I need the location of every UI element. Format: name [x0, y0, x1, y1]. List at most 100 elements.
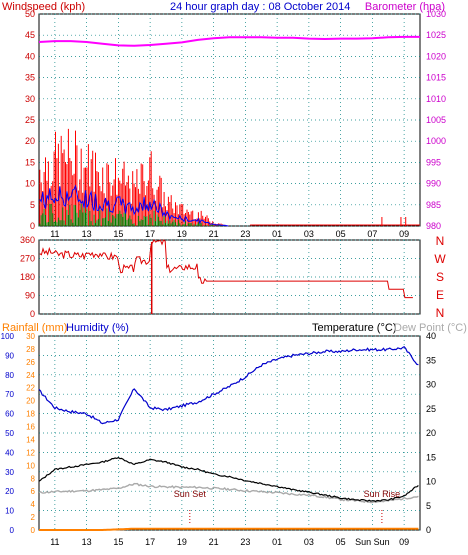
wind-panel	[38, 13, 421, 227]
y-tick-label: 0	[10, 526, 15, 535]
y-tick-label: 15	[25, 157, 35, 167]
y-tick-label: 60	[5, 410, 14, 419]
x-tick-label: 03	[304, 229, 314, 239]
direction-panel	[38, 239, 421, 315]
y-tick-label: 30	[426, 380, 436, 390]
x-tick-label: 17	[145, 537, 155, 547]
x-tick-label: 21	[209, 229, 219, 239]
x-tick-label: 05	[336, 229, 346, 239]
y-tick-label: 5	[30, 200, 35, 210]
sunrise-label: Sun Rise	[364, 489, 401, 499]
y-tick-label: 5	[426, 501, 431, 511]
x-tick-label: 09	[399, 229, 409, 239]
y-tick-label: 0	[30, 221, 35, 231]
y-tick-label: 26	[26, 358, 35, 367]
x-tick-label: 19	[177, 229, 187, 239]
series-line-dew-point	[38, 482, 419, 504]
y-tick-label: 25	[426, 404, 436, 414]
y-tick-label: 985	[426, 200, 441, 210]
y-tick-label: 25	[25, 115, 35, 125]
x-tick-label: 01	[272, 537, 282, 547]
series-line-barometer	[38, 35, 420, 47]
x-tick-label: 13	[82, 537, 92, 547]
y-tick-label: 1015	[426, 73, 446, 83]
x-tick-label: Sun Sun	[355, 537, 390, 547]
series-line-wind-direction	[39, 239, 413, 299]
y-tick-label: 40	[426, 331, 436, 341]
x-tick-label: 17	[145, 229, 155, 239]
x-tick-label: 15	[113, 537, 123, 547]
humidity-axis-title: Humidity (%)	[66, 322, 129, 334]
y-tick-label: 35	[426, 355, 436, 365]
rainfall-axis-title: Rainfall (mm)	[2, 322, 67, 334]
y-tick-label: 10	[5, 507, 14, 516]
y-tick-label: 6	[31, 487, 36, 496]
y-tick-label: 15	[426, 452, 436, 462]
dewpoint-axis-title: Dew Point (°C)	[394, 322, 467, 334]
y-tick-label: 40	[5, 448, 14, 457]
y-tick-label: 1000	[426, 136, 446, 146]
y-tick-label: 2	[31, 513, 36, 522]
x-tick-label: 13	[82, 229, 92, 239]
y-tick-label: 16	[26, 423, 35, 432]
y-tick-label: 10	[25, 179, 35, 189]
graph-title: 24 hour graph day : 08 October 2014	[170, 1, 350, 13]
x-tick-label: 23	[240, 229, 250, 239]
y-tick-label: 0	[31, 526, 36, 535]
y-tick-label: 10	[426, 477, 436, 487]
y-tick-label: 40	[25, 51, 35, 61]
x-tick-label: 05	[336, 537, 346, 547]
y-tick-label: 30	[5, 468, 14, 477]
y-tick-label: 22	[26, 384, 35, 393]
series-line-humidity	[38, 345, 419, 425]
y-tick-label: 4	[31, 500, 36, 509]
y-tick-label: 20	[25, 136, 35, 146]
x-tick-label: 19	[177, 537, 187, 547]
barometer-axis-title: Barometer (hpa)	[365, 1, 445, 13]
y-tick-label: 24	[26, 371, 35, 380]
direction-letter: N	[436, 306, 445, 320]
series-line-temperature	[38, 456, 419, 503]
y-tick-label: 1010	[426, 94, 446, 104]
y-tick-label: 12	[26, 448, 35, 457]
y-tick-label: 18	[26, 410, 35, 419]
y-tick-label: 270	[20, 254, 35, 264]
y-tick-label: 20	[5, 487, 14, 496]
y-tick-label: 980	[426, 221, 441, 231]
y-tick-label: 20	[426, 428, 436, 438]
y-tick-label: 70	[5, 390, 14, 399]
y-tick-label: 30	[25, 94, 35, 104]
y-tick-label: 50	[25, 9, 35, 19]
y-tick-label: 8	[31, 474, 36, 483]
y-tick-label: 1030	[426, 9, 446, 19]
y-tick-label: 50	[5, 429, 14, 438]
windspeed-axis-title: Windspeed (kph)	[2, 1, 85, 13]
y-tick-label: 360	[20, 235, 35, 245]
y-tick-label: 100	[1, 332, 15, 341]
x-tick-label: 07	[367, 229, 377, 239]
y-tick-label: 14	[26, 435, 35, 444]
y-tick-label: 0	[426, 525, 431, 535]
y-tick-label: 10	[26, 461, 35, 470]
temperature-axis-title: Temperature (°C)	[312, 322, 396, 334]
y-tick-label: 1025	[426, 30, 446, 40]
x-tick-label: 15	[113, 229, 123, 239]
y-tick-label: 1020	[426, 51, 446, 61]
x-tick-label: 01	[272, 229, 282, 239]
y-tick-label: 995	[426, 157, 441, 167]
y-tick-label: 35	[25, 73, 35, 83]
direction-letter: N	[436, 234, 445, 248]
x-tick-label: 03	[304, 537, 314, 547]
y-tick-label: 20	[26, 397, 35, 406]
x-tick-label: 11	[50, 229, 59, 239]
y-tick-label: 45	[25, 30, 35, 40]
y-tick-label: 28	[26, 345, 35, 354]
x-tick-label: 23	[240, 537, 250, 547]
sunset-label: Sun Set	[174, 489, 207, 499]
y-tick-label: 1005	[426, 115, 446, 125]
y-tick-label: 90	[25, 291, 35, 301]
direction-letter: W	[434, 252, 446, 266]
y-tick-label: 30	[26, 332, 35, 341]
y-tick-label: 0	[30, 309, 35, 319]
